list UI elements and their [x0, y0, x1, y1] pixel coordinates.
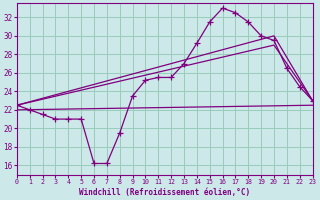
X-axis label: Windchill (Refroidissement éolien,°C): Windchill (Refroidissement éolien,°C)	[79, 188, 250, 197]
